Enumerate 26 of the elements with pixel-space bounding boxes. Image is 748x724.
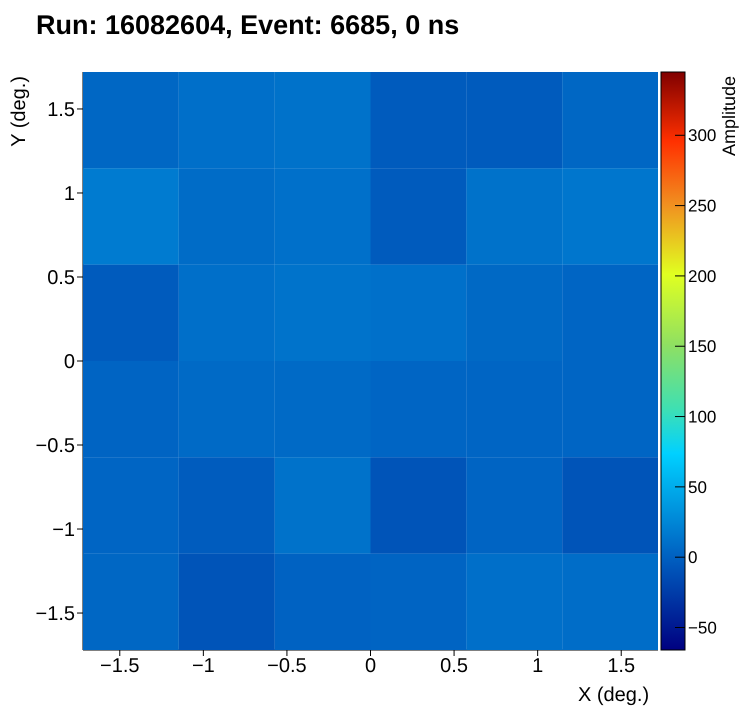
y-tick-label: −1 <box>52 519 75 542</box>
color-bar-title: Amplitude <box>719 76 739 156</box>
y-tick-label: 1 <box>64 183 75 206</box>
color-bar-label: 300 <box>688 126 716 146</box>
y-tick-label: −1.5 <box>36 603 75 626</box>
color-bar-label: 200 <box>688 266 716 286</box>
chart-title: Run: 16082604, Event: 6685, 0 ns <box>36 10 460 41</box>
color-bar-label: 250 <box>688 196 716 216</box>
x-tick-label: −1.5 <box>100 655 140 678</box>
color-bar-label: 100 <box>688 408 716 426</box>
y-tick-label: 0 <box>64 351 75 374</box>
color-bar-label: 50 <box>688 478 707 497</box>
x-tick-label: 1.5 <box>607 655 636 678</box>
x-tick-label: 0.5 <box>440 655 468 678</box>
y-tick-label: 0.5 <box>47 267 75 290</box>
color-bar-label: 150 <box>688 337 716 356</box>
x-axis-title: X (deg.) <box>578 684 650 707</box>
x-tick-label: 0 <box>364 655 376 678</box>
color-bar-label: −50 <box>688 618 717 638</box>
y-tick-label: −0.5 <box>36 435 75 458</box>
y-axis-title: Y (deg.) <box>8 76 31 147</box>
x-tick-label: 1 <box>532 655 544 678</box>
y-tick-label: 1.5 <box>47 99 75 122</box>
x-tick-label: −0.5 <box>267 655 307 678</box>
color-bar-label: 0 <box>688 548 698 568</box>
x-tick-label: −1 <box>192 655 215 678</box>
